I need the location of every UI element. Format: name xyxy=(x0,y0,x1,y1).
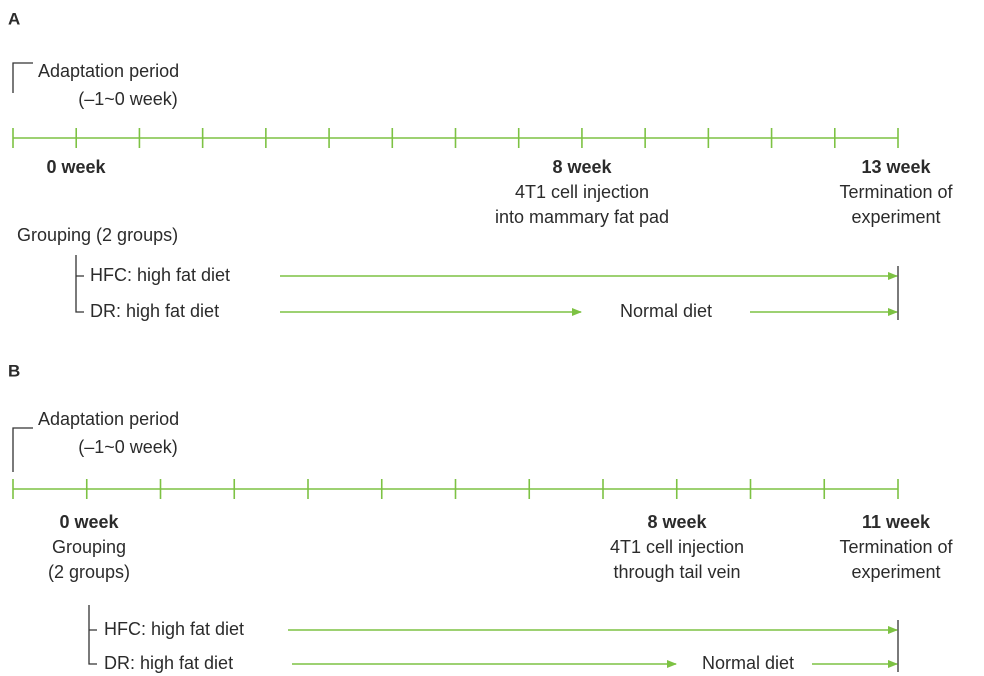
panel-label: A xyxy=(8,9,20,28)
note: 4T1 cell injection xyxy=(515,182,649,202)
bracket xyxy=(88,605,97,665)
adaptation: (–1~0 week) xyxy=(78,437,178,457)
note: experiment xyxy=(851,207,940,227)
week-label: 0 week xyxy=(59,512,119,532)
week-label: 8 week xyxy=(552,157,612,177)
grouping: Grouping (2 groups) xyxy=(17,225,178,245)
group-name: HFC: high fat diet xyxy=(104,619,244,639)
note: Grouping xyxy=(52,537,126,557)
note: experiment xyxy=(851,562,940,582)
diet-switch: Normal diet xyxy=(620,301,712,321)
week-label: 13 week xyxy=(861,157,931,177)
note: (2 groups) xyxy=(48,562,130,582)
note: Termination of xyxy=(839,182,953,202)
week-label: 11 week xyxy=(862,512,931,532)
adaptation: Adaptation period xyxy=(38,61,179,81)
bracket xyxy=(12,427,33,472)
note: through tail vein xyxy=(613,562,740,582)
adaptation: (–1~0 week) xyxy=(78,89,178,109)
panel-label: B xyxy=(8,361,20,380)
note: into mammary fat pad xyxy=(495,207,669,227)
bracket xyxy=(12,62,33,93)
note: 4T1 cell injection xyxy=(610,537,744,557)
bracket xyxy=(75,255,84,313)
group-name: HFC: high fat diet xyxy=(90,265,230,285)
diet-switch: Normal diet xyxy=(702,653,794,673)
group-name: DR: high fat diet xyxy=(104,653,233,673)
week-label: 8 week xyxy=(647,512,707,532)
week-label: 0 week xyxy=(46,157,106,177)
group-name: DR: high fat diet xyxy=(90,301,219,321)
note: Termination of xyxy=(839,537,953,557)
adaptation: Adaptation period xyxy=(38,409,179,429)
